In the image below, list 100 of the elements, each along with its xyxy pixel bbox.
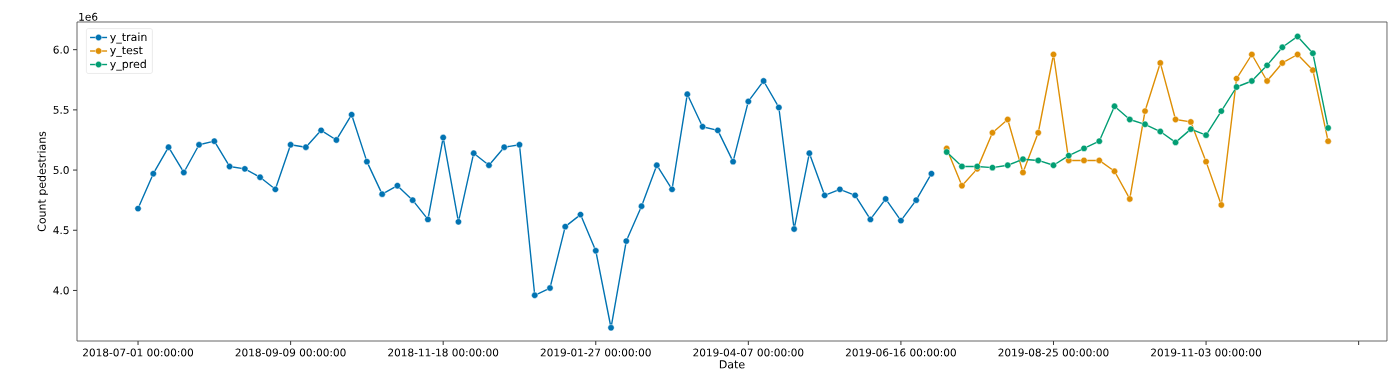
point: [1187, 118, 1195, 126]
point: [500, 143, 508, 151]
point: [531, 291, 539, 299]
point: [1050, 51, 1057, 58]
text: 1e6: [79, 12, 98, 21]
point: [317, 126, 325, 134]
point: [1202, 158, 1210, 166]
x-tick-label: 2018-11-18 00:00:00: [388, 348, 499, 357]
point: [989, 164, 996, 172]
point: [1034, 129, 1042, 137]
point: [424, 215, 432, 223]
point: [134, 205, 142, 213]
point: [1019, 169, 1027, 176]
point: [1309, 49, 1317, 57]
point: [1233, 75, 1241, 83]
point: [577, 211, 584, 219]
point: [1263, 77, 1271, 85]
point: [1065, 152, 1073, 160]
point: [744, 98, 752, 105]
point: [1172, 116, 1179, 123]
point: [1233, 83, 1241, 91]
point: [1248, 77, 1256, 85]
legend-label: y_train: [110, 32, 147, 44]
point: [607, 324, 615, 332]
point: [1080, 156, 1088, 164]
y-tick-label: 6.0: [53, 45, 69, 54]
x-tick-label: 2018-07-01 00:00:00: [83, 348, 194, 357]
point: [592, 247, 600, 255]
point: [958, 182, 966, 190]
point: [1202, 131, 1210, 139]
point: [363, 158, 371, 166]
point: [1111, 102, 1118, 110]
x-tick-label: 2019-11-03 00:00:00: [1151, 348, 1262, 357]
point: [302, 143, 310, 151]
point: [958, 163, 966, 170]
point: [1141, 107, 1149, 115]
point: [927, 170, 935, 178]
point: [1156, 128, 1164, 135]
point: [1217, 107, 1225, 115]
point: [668, 185, 676, 193]
point: [1095, 137, 1103, 145]
point: [638, 202, 645, 210]
y-tick-label: 5.0: [53, 166, 69, 175]
point: [897, 217, 905, 225]
point: [1004, 161, 1012, 169]
point: [485, 161, 493, 169]
point: [1095, 156, 1103, 164]
point: [348, 111, 356, 119]
point: [210, 137, 218, 145]
point: [226, 163, 234, 170]
point: [836, 185, 844, 193]
point: [393, 182, 401, 190]
x-tick-label: 2019-06-16 00:00:00: [845, 348, 956, 357]
point: [1141, 120, 1149, 128]
point: [1111, 167, 1118, 175]
point: [1278, 59, 1286, 67]
point: [1080, 144, 1088, 152]
x-axis-title: Date: [719, 360, 745, 369]
point: [760, 77, 768, 85]
point: [699, 123, 707, 131]
point: [1217, 201, 1225, 209]
x-tick-label: 2019-08-25 00:00:00: [998, 348, 1109, 357]
point: [1126, 195, 1134, 203]
point: [470, 149, 478, 157]
point: [622, 237, 630, 245]
point: [943, 148, 951, 156]
point: [866, 215, 874, 223]
point: [821, 191, 829, 199]
y-tick-label: 4.0: [53, 286, 69, 295]
point: [165, 143, 172, 151]
point: [180, 169, 188, 176]
point: [332, 136, 340, 144]
point: [989, 129, 996, 137]
point: [1187, 125, 1195, 133]
point: [1248, 51, 1256, 58]
point: [1034, 156, 1042, 164]
point: [1309, 66, 1317, 74]
y-tick-label: 5.5: [53, 105, 69, 114]
point: [1324, 137, 1332, 145]
x-tick-label: 2018-09-09 00:00:00: [235, 348, 346, 357]
point: [729, 158, 737, 166]
point: [1156, 59, 1164, 67]
x-tick-label: 2019-01-27 00:00:00: [540, 348, 651, 357]
point: [714, 126, 722, 134]
point: [912, 196, 920, 204]
point: [805, 149, 813, 157]
x-tick-label: 2019-04-07 00:00:00: [693, 348, 804, 357]
point: [775, 104, 783, 111]
legend-label: y_pred: [110, 59, 146, 71]
point: [561, 223, 569, 231]
point: [1172, 138, 1179, 146]
point: [439, 134, 447, 142]
point: [1294, 51, 1302, 58]
legend-label: y_test: [110, 46, 143, 57]
point: [1019, 155, 1027, 163]
point: [1050, 161, 1057, 169]
point: [241, 165, 249, 173]
point: [409, 196, 417, 204]
point: [882, 195, 890, 203]
point: [790, 225, 798, 233]
